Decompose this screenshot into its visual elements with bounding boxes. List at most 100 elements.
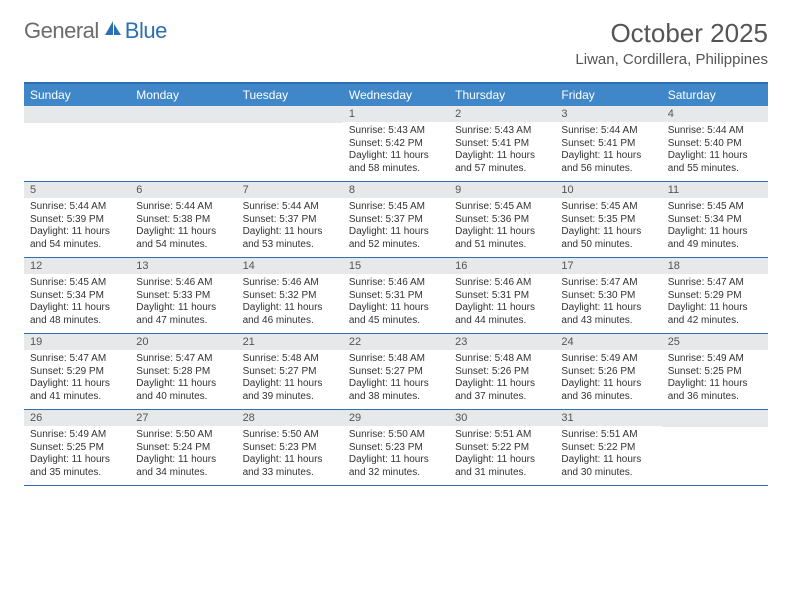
daylight-line-2: and 58 minutes. [349,163,443,176]
day-number: 11 [662,182,768,198]
calendar-day-cell: 31Sunrise: 5:51 AMSunset: 5:22 PMDayligh… [555,410,661,486]
daylight-line-2: and 45 minutes. [349,315,443,328]
sunset-line: Sunset: 5:42 PM [349,138,443,151]
daylight-line-2: and 55 minutes. [668,163,762,176]
day-details: Sunrise: 5:45 AMSunset: 5:34 PMDaylight:… [662,198,768,257]
sunrise-line: Sunrise: 5:45 AM [30,277,124,290]
daylight-line-1: Daylight: 11 hours [561,454,655,467]
daylight-line-2: and 35 minutes. [30,467,124,480]
day-number: 26 [24,410,130,426]
day-number: 15 [343,258,449,274]
daylight-line-1: Daylight: 11 hours [455,378,549,391]
day-number: 4 [662,106,768,122]
daylight-line-2: and 40 minutes. [136,391,230,404]
sunset-line: Sunset: 5:29 PM [668,290,762,303]
sunrise-line: Sunrise: 5:45 AM [455,201,549,214]
daylight-line-2: and 36 minutes. [561,391,655,404]
calendar-day-cell: 28Sunrise: 5:50 AMSunset: 5:23 PMDayligh… [237,410,343,486]
day-details: Sunrise: 5:44 AMSunset: 5:41 PMDaylight:… [555,122,661,181]
calendar-day-cell: 6Sunrise: 5:44 AMSunset: 5:38 PMDaylight… [130,182,236,258]
empty-day-header [130,106,236,123]
calendar-day-cell: 10Sunrise: 5:45 AMSunset: 5:35 PMDayligh… [555,182,661,258]
day-details: Sunrise: 5:51 AMSunset: 5:22 PMDaylight:… [449,426,555,485]
day-details: Sunrise: 5:45 AMSunset: 5:34 PMDaylight:… [24,274,130,333]
sunrise-line: Sunrise: 5:47 AM [668,277,762,290]
daylight-line-1: Daylight: 11 hours [561,150,655,163]
day-number: 30 [449,410,555,426]
logo-text-blue: Blue [125,18,167,44]
daylight-line-1: Daylight: 11 hours [455,302,549,315]
sunset-line: Sunset: 5:31 PM [455,290,549,303]
sunset-line: Sunset: 5:32 PM [243,290,337,303]
day-details: Sunrise: 5:47 AMSunset: 5:30 PMDaylight:… [555,274,661,333]
sunrise-line: Sunrise: 5:44 AM [668,125,762,138]
daylight-line-1: Daylight: 11 hours [243,226,337,239]
day-number: 29 [343,410,449,426]
sunrise-line: Sunrise: 5:51 AM [561,429,655,442]
sunset-line: Sunset: 5:22 PM [561,442,655,455]
weekday-header: Sunday [24,83,130,106]
calendar-day-cell: 7 Sunrise: 5:44 AMSunset: 5:37 PMDaylight… [237,182,343,258]
daylight-line-1: Daylight: 11 hours [561,302,655,315]
sunset-line: Sunset: 5:26 PM [561,366,655,379]
sunset-line: Sunset: 5:37 PM [243,214,337,227]
day-details: Sunrise: 5:49 AMSunset: 5:26 PMDaylight:… [555,350,661,409]
day-details: Sunrise: 5:45 AMSunset: 5:37 PMDaylight:… [343,198,449,257]
daylight-line-2: and 44 minutes. [455,315,549,328]
daylight-line-2: and 43 minutes. [561,315,655,328]
logo-text-general: General [24,18,99,44]
calendar-day-cell: 11Sunrise: 5:45 AMSunset: 5:34 PMDayligh… [662,182,768,258]
daylight-line-1: Daylight: 11 hours [243,302,337,315]
sunset-line: Sunset: 5:26 PM [455,366,549,379]
location-subtitle: Liwan, Cordillera, Philippines [575,51,768,68]
day-details: Sunrise: 5:49 AMSunset: 5:25 PMDaylight:… [662,350,768,409]
day-number: 17 [555,258,661,274]
sunset-line: Sunset: 5:23 PM [243,442,337,455]
day-number: 25 [662,334,768,350]
day-number: 21 [237,334,343,350]
calendar-week-row: 26Sunrise: 5:49 AMSunset: 5:25 PMDayligh… [24,410,768,486]
sunrise-line: Sunrise: 5:47 AM [136,353,230,366]
calendar-day-cell: 23Sunrise: 5:48 AMSunset: 5:26 PMDayligh… [449,334,555,410]
daylight-line-1: Daylight: 11 hours [561,226,655,239]
daylight-line-2: and 36 minutes. [668,391,762,404]
sunrise-line: Sunrise: 5:44 AM [30,201,124,214]
weekday-header: Friday [555,83,661,106]
calendar-day-cell: 24Sunrise: 5:49 AMSunset: 5:26 PMDayligh… [555,334,661,410]
calendar-week-row: 19Sunrise: 5:47 AMSunset: 5:29 PMDayligh… [24,334,768,410]
calendar-day-cell: 26Sunrise: 5:49 AMSunset: 5:25 PMDayligh… [24,410,130,486]
sunrise-line: Sunrise: 5:50 AM [243,429,337,442]
day-details: Sunrise: 5:44 AMSunset: 5:39 PMDaylight:… [24,198,130,257]
sunset-line: Sunset: 5:34 PM [668,214,762,227]
day-details: Sunrise: 5:46 AMSunset: 5:32 PMDaylight:… [237,274,343,333]
sunrise-line: Sunrise: 5:44 AM [243,201,337,214]
sunrise-line: Sunrise: 5:45 AM [668,201,762,214]
day-number: 22 [343,334,449,350]
daylight-line-1: Daylight: 11 hours [30,302,124,315]
day-number: 12 [24,258,130,274]
sunrise-line: Sunrise: 5:49 AM [668,353,762,366]
calendar-body: 1Sunrise: 5:43 AMSunset: 5:42 PMDaylight… [24,106,768,486]
empty-day-header [24,106,130,123]
daylight-line-2: and 33 minutes. [243,467,337,480]
calendar-day-cell [24,106,130,182]
weekday-header: Wednesday [343,83,449,106]
day-number: 7 [237,182,343,198]
sunrise-line: Sunrise: 5:45 AM [561,201,655,214]
empty-day-body [237,123,343,179]
sunset-line: Sunset: 5:40 PM [668,138,762,151]
sunset-line: Sunset: 5:22 PM [455,442,549,455]
sunset-line: Sunset: 5:38 PM [136,214,230,227]
calendar-table: SundayMondayTuesdayWednesdayThursdayFrid… [24,82,768,486]
daylight-line-2: and 50 minutes. [561,239,655,252]
sunset-line: Sunset: 5:34 PM [30,290,124,303]
daylight-line-1: Daylight: 11 hours [243,378,337,391]
day-number: 14 [237,258,343,274]
daylight-line-2: and 38 minutes. [349,391,443,404]
calendar-day-cell: 3Sunrise: 5:44 AMSunset: 5:41 PMDaylight… [555,106,661,182]
sunset-line: Sunset: 5:24 PM [136,442,230,455]
sunrise-line: Sunrise: 5:50 AM [136,429,230,442]
empty-day-header [662,410,768,427]
sunset-line: Sunset: 5:35 PM [561,214,655,227]
sunrise-line: Sunrise: 5:46 AM [136,277,230,290]
